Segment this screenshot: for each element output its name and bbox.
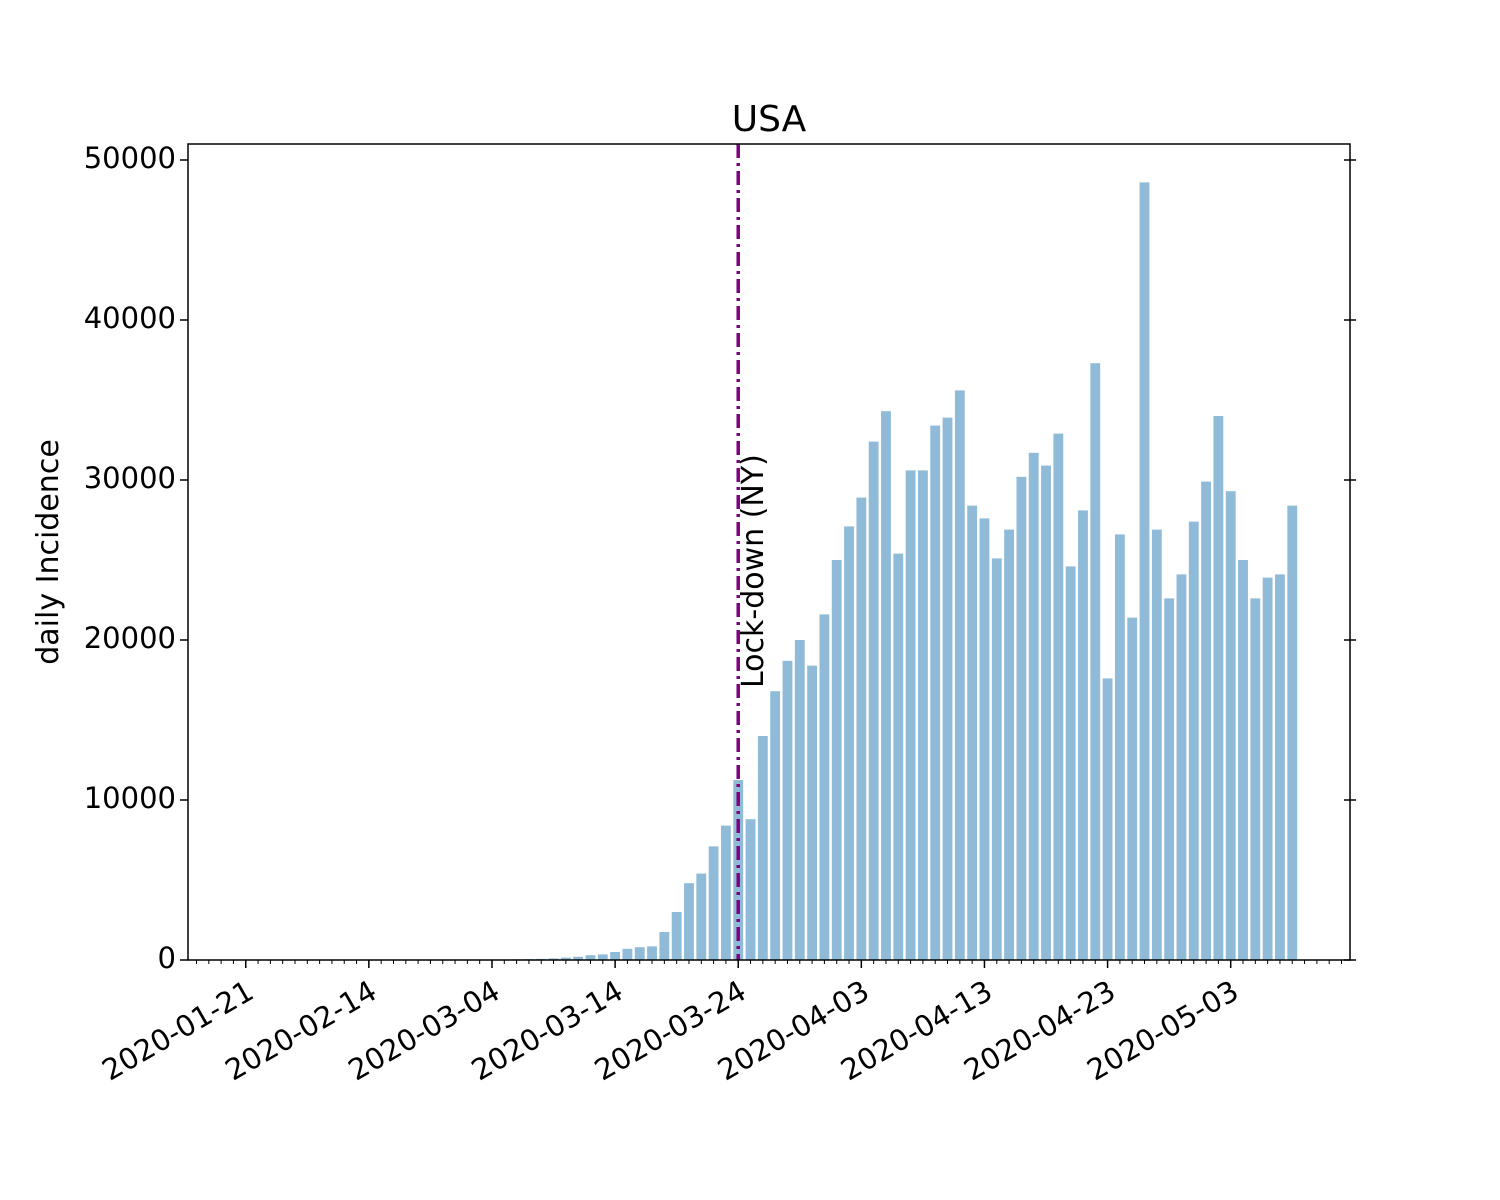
bar [597, 954, 608, 960]
bar [560, 957, 571, 960]
bar [819, 614, 830, 960]
y-axis-label: daily Incidence [31, 439, 66, 665]
bar [622, 948, 633, 960]
bar [856, 497, 867, 960]
bar [1028, 452, 1039, 960]
y-tick-label: 30000 [84, 461, 176, 495]
bar [979, 518, 990, 960]
bar [868, 441, 879, 961]
bar [720, 825, 731, 960]
bar [770, 691, 781, 960]
vline-label: Lock-down (NY) [736, 454, 771, 688]
bar [1127, 617, 1138, 960]
bar [1053, 433, 1064, 961]
bar [659, 932, 670, 960]
y-tick-label: 20000 [84, 621, 176, 655]
bar [757, 736, 768, 960]
bar [1176, 574, 1187, 960]
bar [1213, 416, 1224, 960]
bar [1250, 598, 1261, 960]
bar [1164, 598, 1175, 960]
y-tick-label: 10000 [84, 781, 176, 815]
bar [1041, 465, 1051, 960]
bar [733, 780, 744, 960]
bar [930, 425, 941, 961]
bar [1287, 505, 1298, 960]
bar [548, 958, 559, 960]
bar [610, 952, 621, 960]
bar [1139, 182, 1150, 960]
bar [1238, 560, 1248, 960]
bar [708, 846, 719, 960]
bar [1262, 577, 1273, 960]
bar [1201, 481, 1211, 960]
y-tick-label: 40000 [84, 301, 176, 335]
bar [1065, 566, 1076, 960]
bar [1016, 476, 1027, 960]
bar [696, 873, 707, 960]
y-tick-label: 50000 [84, 141, 176, 175]
bar [954, 390, 965, 960]
bar [893, 553, 904, 960]
bar [1004, 529, 1015, 960]
bar [1114, 534, 1125, 960]
bar [1188, 521, 1199, 960]
bar [573, 956, 584, 960]
bar [967, 505, 978, 960]
bar [794, 640, 805, 960]
bar [881, 411, 891, 960]
bar [807, 665, 818, 960]
bar [1225, 491, 1236, 960]
bar [585, 955, 596, 960]
bar [942, 417, 953, 961]
plot-frame [187, 143, 1351, 961]
bar [1090, 363, 1101, 960]
bar [647, 946, 657, 960]
bar [917, 470, 928, 960]
bar [1102, 678, 1113, 960]
bar [991, 558, 1002, 960]
bar [905, 470, 916, 960]
bar [745, 819, 756, 960]
bar [1275, 574, 1285, 960]
bar [782, 660, 793, 960]
bar [1151, 529, 1162, 960]
bar [831, 560, 842, 960]
bar [671, 912, 682, 960]
bar [844, 526, 854, 960]
y-tick-label: 0 [158, 941, 176, 975]
bar [634, 947, 645, 960]
bar [1078, 510, 1088, 960]
bar [684, 883, 694, 960]
chart-title: USA [732, 99, 807, 140]
